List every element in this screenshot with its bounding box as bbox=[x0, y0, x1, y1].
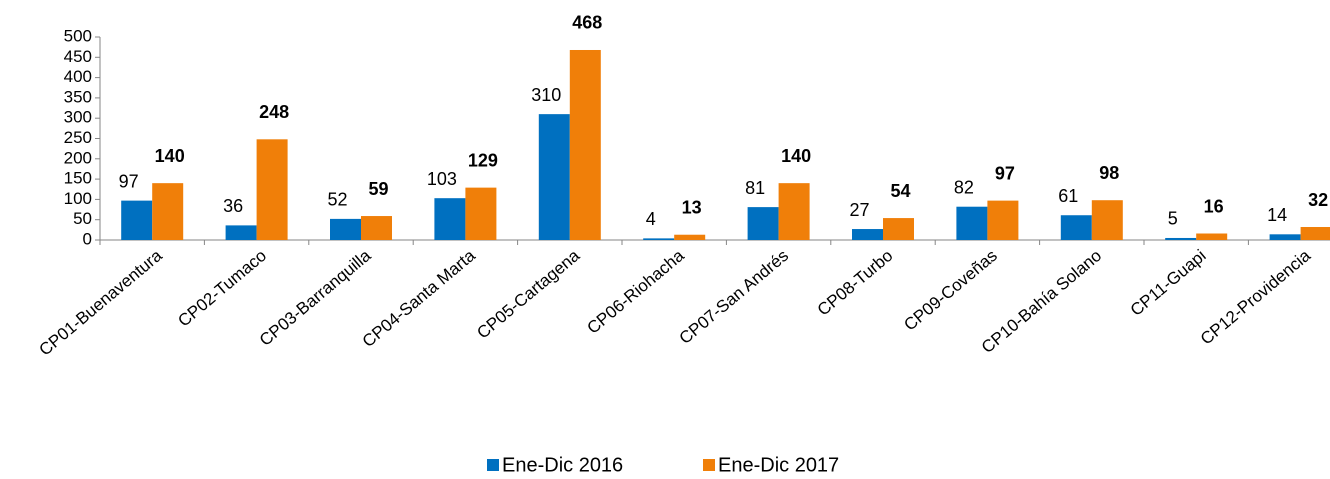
y-tick-label: 150 bbox=[64, 169, 92, 188]
data-label: 97 bbox=[119, 171, 139, 191]
y-tick-label: 300 bbox=[64, 108, 92, 127]
bar bbox=[225, 225, 257, 240]
bar bbox=[1196, 233, 1228, 240]
bar bbox=[569, 49, 601, 240]
y-tick-label: 200 bbox=[64, 148, 92, 167]
data-label: 16 bbox=[1204, 196, 1224, 216]
y-tick-label: 250 bbox=[64, 128, 92, 147]
bar bbox=[674, 234, 706, 240]
data-label: 103 bbox=[427, 169, 457, 189]
x-tick-label: CP06-Riohacha bbox=[584, 246, 689, 338]
x-tick-label: CP02-Tumaco bbox=[174, 246, 270, 331]
bar bbox=[465, 187, 497, 240]
x-tick-label: CP09-Coveñas bbox=[900, 246, 1001, 335]
data-label: 248 bbox=[259, 102, 289, 122]
y-tick-label: 450 bbox=[64, 47, 92, 66]
x-tick-label: CP03-Barranquilla bbox=[256, 246, 375, 350]
legend-swatch bbox=[703, 459, 715, 471]
bar bbox=[538, 114, 570, 240]
data-label: 468 bbox=[572, 13, 602, 33]
data-label: 98 bbox=[1099, 163, 1119, 183]
data-label: 310 bbox=[531, 85, 561, 105]
x-tick-label: CP08-Turbo bbox=[814, 246, 897, 320]
bar bbox=[747, 207, 779, 240]
bar bbox=[434, 198, 466, 240]
y-tick-label: 500 bbox=[64, 26, 92, 45]
data-label: 81 bbox=[745, 178, 765, 198]
bar bbox=[330, 218, 361, 240]
data-label: 140 bbox=[155, 146, 185, 166]
legend-label: Ene-Dic 2016 bbox=[502, 454, 623, 476]
data-label: 5 bbox=[1168, 209, 1178, 229]
data-label: 97 bbox=[995, 163, 1015, 183]
data-label: 140 bbox=[781, 146, 811, 166]
data-label: 36 bbox=[223, 196, 243, 216]
data-label: 4 bbox=[646, 209, 656, 229]
x-tick-label: CP04-Santa Marta bbox=[359, 246, 479, 351]
data-label: 14 bbox=[1267, 205, 1287, 225]
bar bbox=[152, 183, 184, 240]
data-label: 13 bbox=[682, 197, 702, 217]
y-tick-label: 400 bbox=[64, 67, 92, 86]
bar bbox=[643, 238, 675, 240]
bar bbox=[361, 216, 392, 240]
bar bbox=[256, 139, 288, 240]
legend-label: Ene-Dic 2017 bbox=[718, 454, 839, 476]
bar bbox=[1300, 227, 1330, 240]
bar bbox=[987, 200, 1019, 240]
y-tick-label: 0 bbox=[83, 229, 92, 248]
data-label: 59 bbox=[368, 179, 388, 199]
bar bbox=[956, 206, 988, 240]
x-tick-label: CP01-Buenaventura bbox=[35, 246, 166, 360]
bar bbox=[1091, 200, 1123, 240]
data-label: 82 bbox=[954, 177, 974, 197]
bar bbox=[1269, 234, 1301, 240]
data-label: 61 bbox=[1058, 186, 1078, 206]
data-label: 27 bbox=[849, 200, 869, 220]
x-tick-label: CP11-Guapi bbox=[1127, 246, 1210, 320]
bar bbox=[121, 200, 153, 240]
x-tick-label: CP05-Cartagena bbox=[473, 246, 583, 343]
x-tick-label: CP07-San Andrés bbox=[676, 246, 792, 348]
data-label: 129 bbox=[468, 150, 498, 170]
bar bbox=[883, 218, 914, 240]
y-tick-label: 50 bbox=[73, 209, 92, 228]
bar bbox=[778, 183, 810, 240]
legend-swatch bbox=[487, 459, 499, 471]
y-tick-label: 350 bbox=[64, 87, 92, 106]
data-label: 32 bbox=[1308, 190, 1328, 210]
bar bbox=[1060, 215, 1092, 240]
bar bbox=[852, 229, 883, 240]
y-tick-label: 100 bbox=[64, 189, 92, 208]
data-label: 52 bbox=[327, 190, 347, 210]
bar bbox=[1165, 237, 1197, 240]
x-tick-label: CP12-Providencia bbox=[1197, 246, 1315, 349]
data-label: 54 bbox=[890, 181, 910, 201]
